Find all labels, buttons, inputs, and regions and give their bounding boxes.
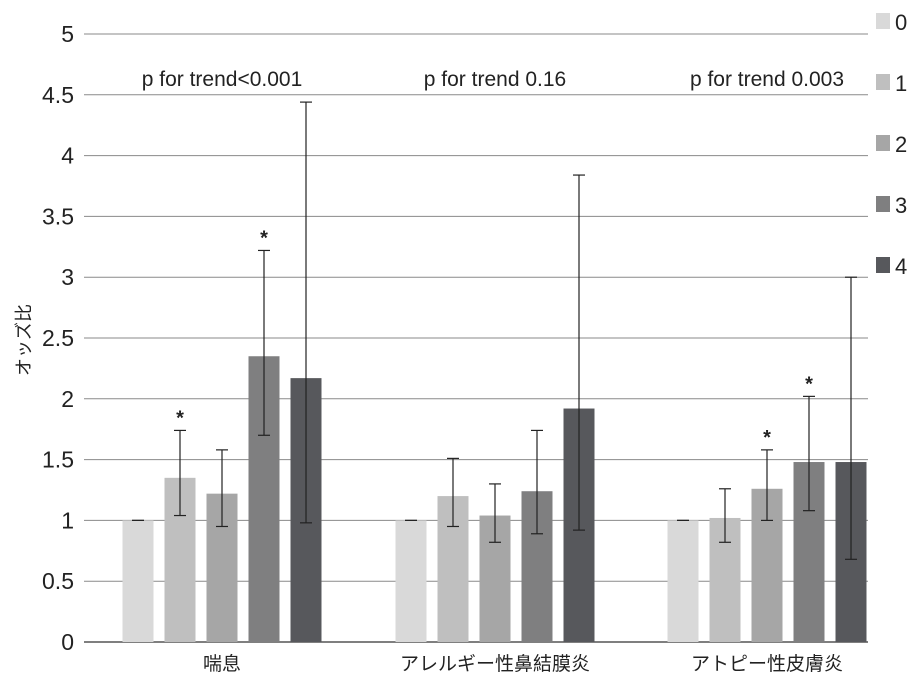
y-axis-ticks: 0 0.5 1 1.5 2 2.5 3 3.5 4 4.5 5 xyxy=(42,21,74,655)
y-tick-label: 1 xyxy=(61,507,74,533)
y-tick-label: 1.5 xyxy=(42,447,74,473)
y-tick-label: 2 xyxy=(61,386,74,412)
trend-annotation: p for trend<0.001 xyxy=(142,68,303,91)
category-label: アレルギー性鼻結膜炎 xyxy=(400,653,590,675)
bar xyxy=(395,520,427,642)
legend-label: 2 xyxy=(895,132,907,157)
trend-annotations: p for trend<0.001 p for trend 0.16 p for t… xyxy=(142,68,844,91)
y-tick-label: 4 xyxy=(61,143,74,169)
gridlines xyxy=(84,33,868,643)
legend-swatch xyxy=(876,135,890,151)
legend-swatch xyxy=(876,196,890,212)
y-tick-label: 0.5 xyxy=(42,568,74,594)
significance-star: * xyxy=(805,373,813,395)
legend-label: 3 xyxy=(895,193,907,218)
legend-swatch xyxy=(876,74,890,90)
significance-star: * xyxy=(763,427,771,449)
y-tick-label: 4.5 xyxy=(42,82,74,108)
legend-label: 1 xyxy=(895,71,907,96)
y-tick-label: 5 xyxy=(61,21,74,47)
significance-star: * xyxy=(260,227,268,249)
y-axis-label: オッズ比 xyxy=(14,304,35,376)
legend: 0 1 2 3 4 xyxy=(876,10,907,279)
bars xyxy=(122,356,867,642)
trend-annotation: p for trend 0.16 xyxy=(424,68,566,91)
legend-swatch xyxy=(876,257,890,273)
legend-swatch xyxy=(876,13,890,29)
trend-annotation: p for trend 0.003 xyxy=(690,68,844,91)
legend-label: 4 xyxy=(895,254,907,279)
y-tick-label: 2.5 xyxy=(42,325,74,351)
y-tick-label: 3 xyxy=(61,264,74,290)
legend-label: 0 xyxy=(895,10,907,35)
category-label: 喘息 xyxy=(203,653,241,675)
category-label: アトピー性皮膚炎 xyxy=(691,653,843,675)
y-tick-label: 3.5 xyxy=(42,203,74,229)
category-labels: 喘息 アレルギー性鼻結膜炎 アトピー性皮膚炎 xyxy=(203,653,843,675)
significance-star: * xyxy=(176,407,184,429)
bar xyxy=(122,520,154,642)
bar xyxy=(667,520,699,642)
error-bars xyxy=(132,101,857,560)
significance-markers: * * * * xyxy=(176,227,813,448)
y-tick-label: 0 xyxy=(61,629,74,655)
